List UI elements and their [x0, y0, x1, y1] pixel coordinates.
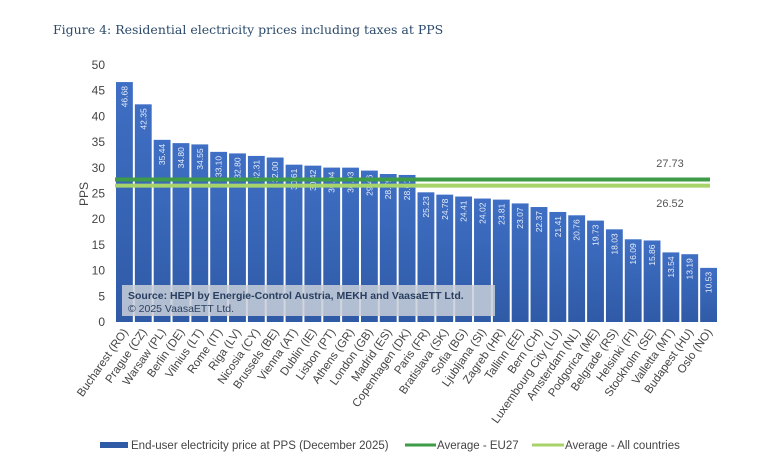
legend-label-all: Average - All countries [565, 440, 680, 452]
y-tick-label: 45 [92, 84, 106, 98]
bar [266, 157, 284, 322]
bar [304, 165, 322, 322]
bar-value-label: 24.78 [440, 198, 450, 220]
bar [323, 167, 341, 322]
bar [116, 82, 133, 323]
y-tick-label: 10 [92, 264, 106, 278]
bar [210, 151, 228, 322]
bar-value-label: 20.76 [572, 219, 582, 241]
y-tick-label: 40 [92, 109, 106, 123]
bar-value-label: 28.61 [402, 179, 412, 201]
bar-value-label: 16.09 [628, 243, 638, 265]
bar [624, 239, 642, 322]
bar-value-label: 24.41 [459, 200, 469, 222]
bar-value-label: 10.53 [704, 272, 714, 294]
bar-value-label: 30.03 [346, 171, 356, 193]
bar [587, 220, 604, 322]
bar-value-label: 18.03 [609, 233, 619, 255]
bar-value-label: 34.55 [195, 148, 205, 170]
bar-value-label: 46.68 [119, 86, 129, 108]
legend-swatch-bar [100, 442, 128, 448]
bar-value-label: 32.00 [270, 161, 280, 183]
y-axis-label: PPS [77, 182, 91, 206]
bar-value-label: 34.80 [176, 147, 186, 169]
legend-label-bar: End-user electricity price at PPS (Decem… [131, 440, 389, 452]
bar [492, 199, 510, 322]
y-tick-label: 25 [92, 187, 106, 201]
bar [229, 153, 246, 322]
bar [662, 252, 680, 322]
bar-value-label: 28.79 [383, 178, 393, 200]
bar-value-label: 33.10 [214, 156, 224, 178]
bar-value-label: 22.37 [534, 211, 544, 233]
bar-value-label: 30.04 [327, 171, 337, 193]
bar-value-label: 32.80 [232, 157, 242, 179]
y-tick-label: 50 [92, 58, 106, 72]
bar-value-label: 19.73 [591, 224, 601, 246]
bar [605, 229, 623, 322]
average-eu27-label: 27.73 [656, 158, 684, 170]
bar [549, 211, 567, 322]
bar-value-label: 25.23 [421, 196, 431, 218]
bar-value-label: 32.31 [251, 160, 261, 182]
y-tick-label: 35 [92, 135, 106, 149]
bar [530, 207, 548, 322]
bar-value-label: 23.81 [496, 203, 506, 225]
bar-value-label: 21.41 [553, 216, 563, 238]
bar [360, 170, 378, 322]
source-text: Source: HEPI by Energie-Control Austria,… [128, 290, 464, 302]
bar-value-label: 13.54 [666, 256, 676, 278]
legend-label-eu27: Average - EU27 [437, 440, 519, 452]
bar [643, 240, 661, 322]
average-all-label: 26.52 [656, 198, 684, 210]
y-tick-label: 5 [98, 289, 105, 303]
bar [247, 155, 265, 322]
copyright-text: © 2025 VaasaETT Ltd. [128, 303, 234, 315]
chart-title: Figure 4: Residential electricity prices… [53, 22, 444, 37]
bar-value-label: 15.86 [647, 244, 657, 266]
y-tick-label: 0 [98, 315, 105, 329]
bar-value-label: 42.35 [138, 108, 148, 130]
source-box [122, 285, 495, 316]
bar [342, 167, 359, 322]
bar [191, 144, 209, 322]
bar-value-label: 23.07 [515, 207, 525, 229]
bar-value-label: 24.02 [477, 202, 487, 224]
bar-value-label: 13.19 [685, 258, 695, 280]
bar [285, 164, 303, 322]
bar [134, 104, 152, 322]
y-tick-label: 15 [92, 238, 106, 252]
bar [172, 143, 190, 322]
bar [511, 203, 529, 322]
bar [568, 215, 586, 322]
bar [681, 254, 699, 322]
bar [700, 267, 717, 322]
y-tick-label: 30 [92, 161, 106, 175]
bar-value-label: 35.44 [157, 144, 167, 166]
y-tick-label: 20 [92, 212, 106, 226]
